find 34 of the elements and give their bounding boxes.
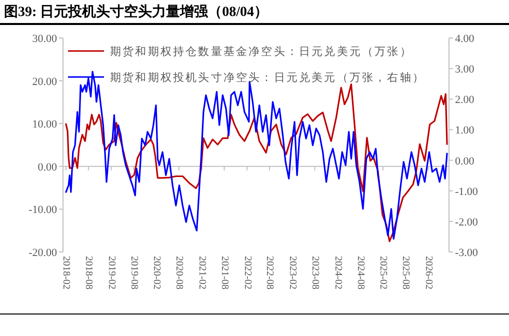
y2-tick-label: -2.00 <box>455 216 478 228</box>
legend-label: 期货和期权持仓数量基金净空头：日元兑美元（万张） <box>110 45 412 58</box>
x-tick-label: 2018-08 <box>83 256 94 290</box>
x-tick-label: 2025-08 <box>400 256 412 290</box>
chart-title: 图39: 日元投机头寸空头力量增强（08/04） <box>4 3 268 20</box>
y2-tick-label: 1.00 <box>455 124 475 137</box>
x-tick-label: 2022-08 <box>264 256 276 290</box>
y2-tick-label: 3.00 <box>455 64 475 76</box>
y-tick-label: 30.00 <box>32 33 58 45</box>
x-tick-label: 2026-02 <box>422 256 434 290</box>
y-tick-label: -20.00 <box>28 247 58 259</box>
x-tick-label: 2019-08 <box>128 256 140 290</box>
x-tick-label: 2023-02 <box>287 256 298 290</box>
x-tick-label: 2021-02 <box>196 256 208 290</box>
x-tick-label: 2023-08 <box>309 256 320 290</box>
x-tick-label: 2021-08 <box>218 256 230 290</box>
x-tick-label: 2024-08 <box>354 256 366 290</box>
legend-label: 期货和期权投机头寸净空头：日元兑美元（万张，右轴） <box>110 71 425 84</box>
y-tick-label: 10.00 <box>32 118 58 131</box>
y2-tick-label: 2.00 <box>455 94 475 106</box>
x-tick-label: 2022-02 <box>242 256 253 290</box>
x-tick-label: 2020-08 <box>174 256 185 290</box>
x-tick-label: 2020-02 <box>151 256 162 290</box>
y-tick-label: 0.00 <box>38 161 58 174</box>
y2-tick-label: -1.00 <box>455 186 478 198</box>
y2-tick-label: 0.00 <box>455 155 475 168</box>
x-tick-label: 2019-02 <box>106 256 117 290</box>
y2-tick-label: -3.00 <box>455 247 478 259</box>
x-tick-label: 2018-02 <box>60 256 72 290</box>
y-tick-label: 20.00 <box>32 76 58 88</box>
x-tick-label: 2025-02 <box>378 256 389 290</box>
x-tick-label: 2024-02 <box>332 256 344 290</box>
y2-tick-label: 4.00 <box>455 33 475 45</box>
y-tick-label: -10.00 <box>28 204 58 216</box>
